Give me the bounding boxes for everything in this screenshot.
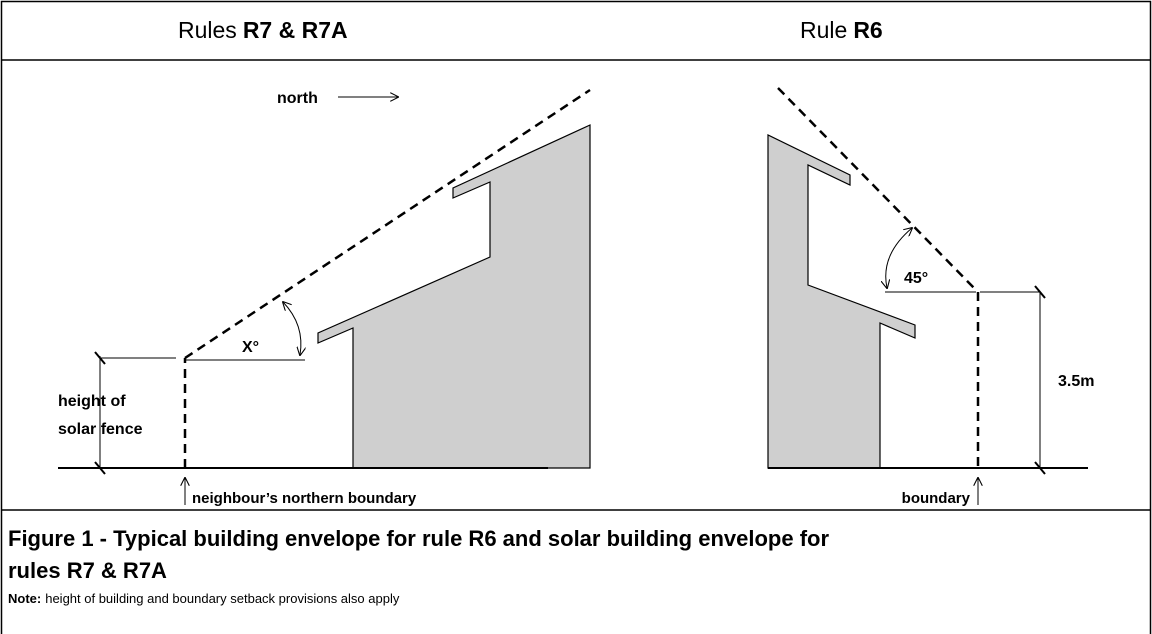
right-diagram: 45° 3.5m boundary: [767, 87, 1094, 507]
angle-label: X°: [242, 339, 259, 356]
tick: [94, 461, 106, 475]
header-left: Rules R7 & R7A: [178, 17, 348, 43]
tick: [1034, 285, 1046, 299]
header-bold: R6: [853, 17, 882, 43]
note-text: height of building and boundary setback …: [45, 591, 400, 606]
note-label: Note:: [8, 591, 41, 606]
angle-label: 45°: [904, 270, 928, 287]
height-label: 3.5m: [1058, 373, 1094, 390]
north-label: north: [277, 90, 318, 107]
header-prefix: Rule: [800, 17, 847, 43]
note: Note: height of building and boundary set…: [8, 591, 400, 606]
boundary-label: neighbour’s northern boundary: [192, 490, 417, 507]
building: [317, 124, 591, 469]
boundary-label: boundary: [902, 490, 971, 507]
fence-label: height of: [58, 393, 126, 410]
tick: [1034, 461, 1046, 475]
envelope-line: [184, 88, 591, 360]
fence-label: solar fence: [58, 421, 143, 438]
angle-arc: [886, 228, 912, 288]
caption-title: rules R7 & R7A: [8, 558, 167, 583]
left-diagram: X° north height of solar fence neighbour…: [58, 88, 591, 507]
tick: [94, 351, 106, 365]
building: [767, 134, 916, 469]
angle-arc: [283, 302, 301, 355]
header-right: Rule R6: [800, 17, 883, 43]
header-bold: R7 & R7A: [243, 17, 348, 43]
envelope-line: [777, 87, 977, 291]
caption-title: Figure 1 - Typical building envelope for…: [8, 526, 829, 551]
header-prefix: Rules: [178, 17, 237, 43]
